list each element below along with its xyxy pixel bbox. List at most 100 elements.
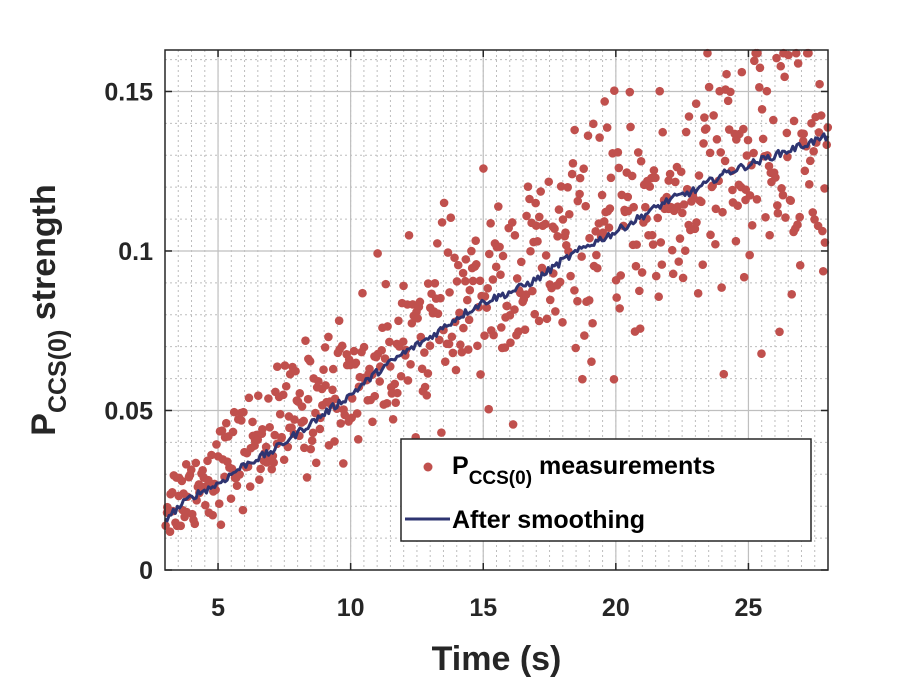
measurement-point: [765, 230, 774, 240]
measurement-point: [465, 285, 475, 295]
measurement-point: [777, 184, 786, 193]
measurement-point: [291, 366, 300, 376]
measurement-point: [436, 293, 445, 303]
measurement-point: [522, 211, 531, 221]
measurement-point: [489, 330, 498, 340]
measurement-point: [762, 86, 772, 96]
measurement-point: [651, 173, 660, 183]
measurement-point: [416, 332, 426, 342]
measurement-point: [542, 314, 552, 324]
measurement-point: [238, 505, 248, 515]
measurement-point: [554, 205, 564, 214]
measurement-point: [340, 410, 350, 420]
measurement-point: [704, 82, 714, 92]
measurement-point: [626, 122, 635, 132]
measurement-point: [280, 361, 290, 370]
measurement-point: [181, 459, 191, 469]
measurement-point: [807, 118, 816, 128]
y-tick-label: 0.05: [104, 397, 153, 425]
measurement-point: [370, 391, 380, 401]
measurement-point: [351, 358, 361, 368]
y-tick-label: 0.15: [104, 78, 153, 106]
measurement-point: [610, 86, 619, 95]
measurement-point: [450, 253, 459, 263]
measurement-point: [406, 360, 415, 369]
measurement-point: [795, 212, 804, 222]
measurement-point: [496, 270, 505, 279]
measurement-point: [301, 336, 310, 345]
measurement-point: [256, 464, 265, 474]
measurement-point: [443, 248, 453, 257]
measurement-point: [396, 371, 406, 381]
measurement-point: [336, 419, 346, 428]
measurement-point: [696, 197, 706, 207]
measurement-point: [587, 357, 596, 366]
measurement-point: [339, 459, 348, 468]
measurement-point: [398, 337, 408, 346]
measurement-point: [468, 276, 478, 286]
measurement-point: [451, 365, 461, 375]
measurement-point: [684, 112, 694, 121]
measurement-point: [267, 464, 277, 474]
measurement-point: [328, 364, 338, 374]
measurement-point: [654, 292, 663, 302]
measurement-point: [716, 148, 726, 157]
measurement-point: [593, 263, 602, 273]
measurement-point: [656, 238, 666, 247]
smoothed-line: [163, 132, 830, 523]
measurement-point: [600, 97, 609, 106]
measurement-point: [471, 260, 481, 269]
measurement-point: [553, 231, 562, 241]
measurement-point: [435, 335, 444, 345]
measurement-point: [757, 349, 766, 359]
measurement-point: [480, 292, 490, 301]
measurement-point: [637, 268, 647, 277]
measurement-point: [737, 67, 747, 77]
measurement-point: [476, 370, 485, 379]
measurement-point: [420, 348, 429, 357]
measurement-point: [805, 156, 815, 166]
measurement-point: [745, 191, 755, 200]
measurement-point: [816, 111, 826, 120]
measurement-point: [444, 339, 454, 349]
measurement-point: [632, 240, 641, 249]
measurement-point: [810, 215, 819, 224]
legend-label-smoothing: After smoothing: [452, 506, 645, 534]
legend-label-measurements-base: P: [452, 452, 469, 480]
measurement-point: [675, 234, 685, 243]
measurement-point: [300, 443, 309, 453]
y-axis-label-suffix: strength: [25, 184, 63, 329]
measurement-point: [809, 147, 818, 156]
measurement-point: [602, 123, 612, 132]
measurement-point: [570, 125, 579, 135]
measurement-point: [382, 398, 392, 408]
measurement-point: [330, 394, 340, 404]
measurement-point: [726, 87, 735, 97]
measurement-point: [645, 182, 655, 191]
measurement-point: [368, 417, 377, 427]
measurement-point: [480, 331, 489, 340]
measurement-point: [699, 139, 708, 148]
measurement-point: [533, 237, 542, 246]
measurement-point: [248, 417, 257, 427]
measurement-point: [484, 249, 494, 259]
measurement-point: [391, 398, 401, 407]
measurement-point: [743, 135, 753, 145]
measurement-point: [781, 213, 790, 222]
measurement-point: [422, 391, 432, 400]
measurement-point: [706, 230, 715, 240]
measurement-point: [573, 196, 583, 206]
measurement-point: [752, 194, 762, 204]
measurement-point: [534, 212, 544, 222]
measurement-point: [258, 424, 267, 434]
measurement-point: [507, 218, 517, 227]
measurement-point: [311, 458, 321, 468]
measurement-point: [510, 305, 519, 314]
measurement-point: [753, 48, 762, 58]
measurement-point: [475, 276, 485, 286]
legend-label-measurements-subscript: CCS(0): [469, 468, 532, 489]
measurement-point: [245, 482, 255, 491]
measurement-point: [446, 213, 456, 222]
measurement-point: [467, 246, 476, 256]
measurement-point: [665, 169, 675, 179]
